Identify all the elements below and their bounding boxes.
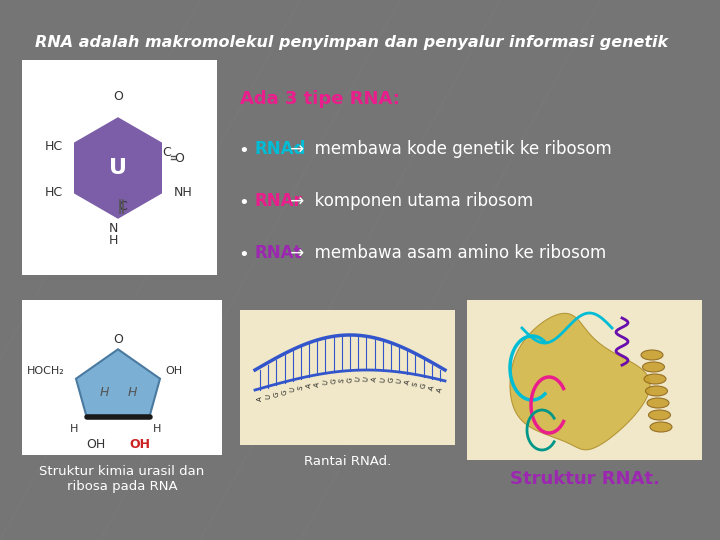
FancyBboxPatch shape xyxy=(467,300,702,460)
Text: U: U xyxy=(109,158,127,178)
Text: A: A xyxy=(404,380,411,386)
Text: H: H xyxy=(153,423,162,434)
Text: A: A xyxy=(257,396,263,401)
Text: O: O xyxy=(174,152,184,165)
Text: G: G xyxy=(420,382,428,389)
Text: S: S xyxy=(338,377,345,383)
Text: C: C xyxy=(119,199,127,213)
Text: A: A xyxy=(428,384,436,391)
Text: HOCH₂: HOCH₂ xyxy=(27,366,65,376)
Polygon shape xyxy=(76,349,160,416)
Text: →  membawa asam amino ke ribosom: → membawa asam amino ke ribosom xyxy=(285,244,606,262)
Text: →  membawa kode genetik ke ribosom: → membawa kode genetik ke ribosom xyxy=(285,140,612,158)
Ellipse shape xyxy=(641,350,663,360)
Text: G: G xyxy=(274,392,279,397)
Text: O: O xyxy=(113,333,123,346)
Text: •: • xyxy=(238,246,248,264)
Text: U: U xyxy=(265,394,271,399)
Text: OH: OH xyxy=(165,366,182,376)
Text: Struktur kimia urasil dan
ribosa pada RNA: Struktur kimia urasil dan ribosa pada RN… xyxy=(40,465,204,493)
Text: S: S xyxy=(298,385,304,390)
Text: G: G xyxy=(346,376,354,383)
Text: •: • xyxy=(238,194,248,212)
Text: Rantai RNAd.: Rantai RNAd. xyxy=(304,455,391,468)
Text: A: A xyxy=(314,381,320,387)
Text: U: U xyxy=(322,380,329,386)
Text: RNAr: RNAr xyxy=(254,192,302,210)
FancyBboxPatch shape xyxy=(22,300,222,455)
Text: U: U xyxy=(363,376,370,382)
Text: G: G xyxy=(387,377,395,384)
Text: OH: OH xyxy=(130,438,150,451)
Text: RNA adalah makromolekul penyimpan dan penyalur informasi genetik: RNA adalah makromolekul penyimpan dan pe… xyxy=(35,35,668,50)
FancyBboxPatch shape xyxy=(22,60,217,275)
Text: U: U xyxy=(289,387,296,393)
Text: A: A xyxy=(436,387,444,393)
Text: Ada 3 tipe RNA:: Ada 3 tipe RNA: xyxy=(240,90,400,108)
Text: HC: HC xyxy=(45,139,63,152)
Text: S: S xyxy=(412,381,419,387)
Text: N: N xyxy=(108,221,117,234)
Text: H: H xyxy=(108,233,117,246)
Ellipse shape xyxy=(650,422,672,432)
FancyBboxPatch shape xyxy=(240,310,455,445)
Text: G: G xyxy=(330,378,337,384)
Text: H: H xyxy=(99,387,109,400)
Text: RNAt: RNAt xyxy=(254,244,302,262)
Ellipse shape xyxy=(649,410,670,420)
Text: A: A xyxy=(306,383,312,388)
Text: G: G xyxy=(282,389,288,395)
Text: A: A xyxy=(371,376,378,382)
Ellipse shape xyxy=(642,362,665,372)
Text: H: H xyxy=(71,423,78,434)
Text: OH: OH xyxy=(86,438,106,451)
Polygon shape xyxy=(510,313,650,450)
Text: NH: NH xyxy=(174,186,192,199)
Polygon shape xyxy=(75,118,161,218)
Ellipse shape xyxy=(644,374,666,384)
Text: HC: HC xyxy=(45,186,63,199)
Text: U: U xyxy=(355,376,361,382)
Text: C: C xyxy=(162,146,171,159)
Text: •: • xyxy=(238,142,248,160)
Ellipse shape xyxy=(647,398,669,408)
Text: O: O xyxy=(113,90,123,103)
Text: U: U xyxy=(379,376,386,383)
Ellipse shape xyxy=(646,386,667,396)
Text: →  komponen utama ribosom: → komponen utama ribosom xyxy=(285,192,534,210)
Text: U: U xyxy=(395,378,402,384)
Text: H: H xyxy=(127,387,137,400)
Text: RNAd: RNAd xyxy=(254,140,305,158)
Text: Struktur RNAt.: Struktur RNAt. xyxy=(510,470,660,488)
